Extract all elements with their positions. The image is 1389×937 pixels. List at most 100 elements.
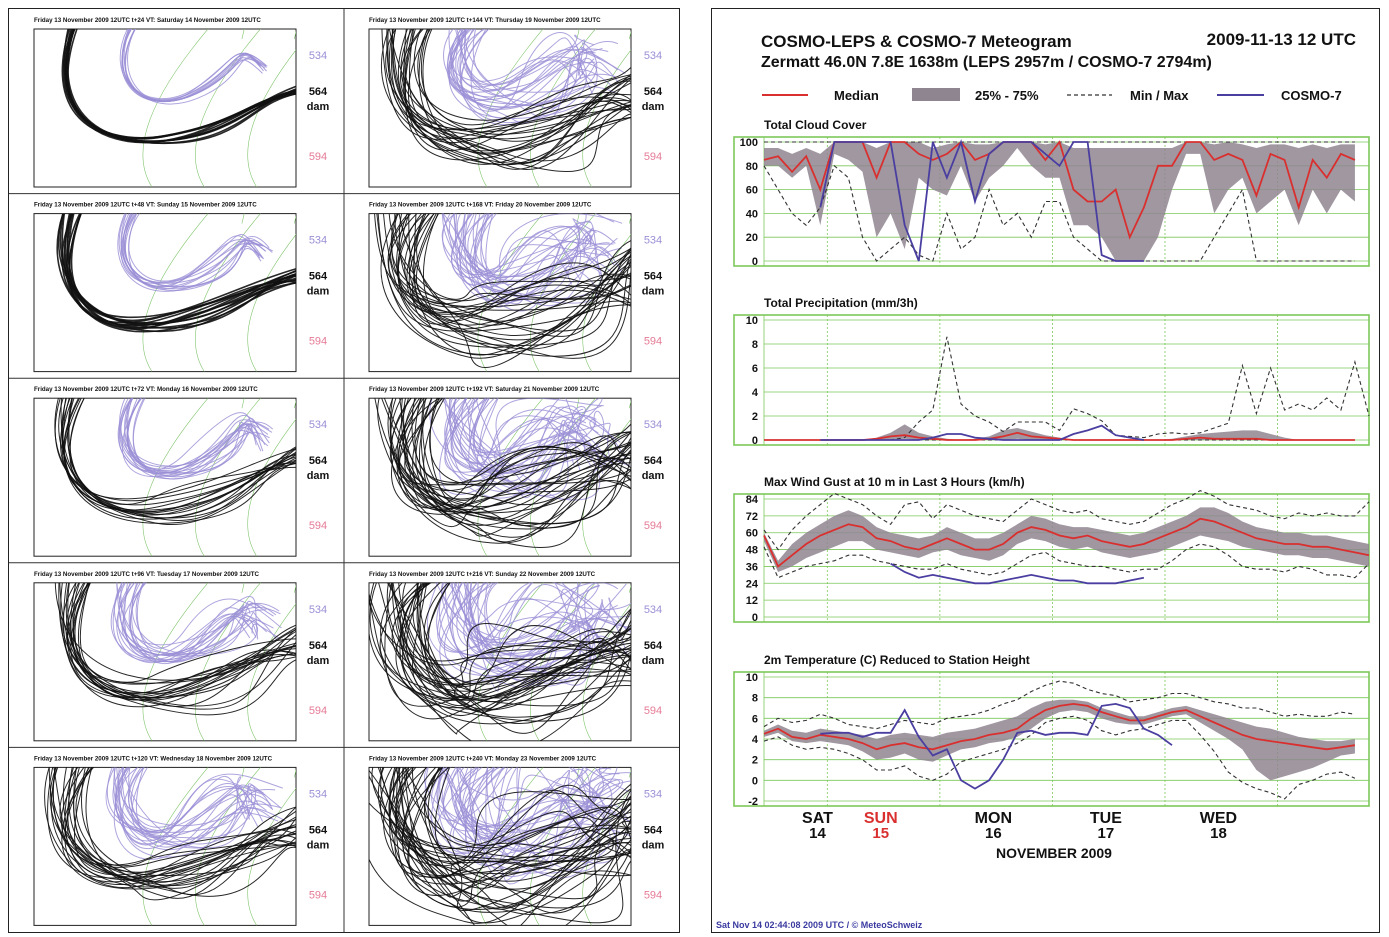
contour-534 (116, 767, 247, 834)
contour-534 (474, 213, 596, 281)
contour-564 (404, 213, 631, 308)
contour-label-534: 534 (309, 788, 327, 800)
contour-564 (424, 767, 631, 849)
coastline (247, 234, 296, 372)
contour-564 (388, 213, 631, 300)
contour-534 (471, 767, 631, 838)
contour-534 (480, 213, 579, 276)
contour-564 (388, 29, 631, 152)
contour-564 (383, 213, 631, 348)
meteogram-title: COSMO-LEPS & COSMO-7 Meteogram (761, 32, 1072, 51)
legend-minmax-label: Min / Max (1130, 88, 1189, 103)
contour-unit-label: dam (642, 839, 665, 851)
contour-534 (469, 213, 622, 308)
y-tick-label: 80 (746, 161, 758, 173)
contour-564 (81, 767, 296, 896)
contour-534 (127, 398, 269, 480)
contour-534 (114, 582, 280, 656)
contour-564 (369, 775, 631, 913)
contour-564 (416, 213, 631, 305)
contour-534 (444, 398, 586, 473)
contour-564 (79, 582, 296, 684)
contour-564 (69, 582, 296, 707)
contour-534 (123, 29, 267, 105)
y-tick-label: 4 (752, 734, 759, 746)
median-line (763, 702, 1356, 751)
contour-label-564: 564 (644, 640, 663, 652)
contour-534 (458, 767, 631, 877)
contour-564 (369, 594, 631, 720)
contour-534 (435, 582, 631, 682)
contour-534 (126, 398, 273, 473)
contour-564 (396, 767, 631, 926)
spaghetti-panel-1: Friday 13 November 2009 12UTC t+24 VT: S… (33, 17, 330, 188)
contour-534 (461, 29, 596, 112)
contour-unit-label: dam (307, 839, 330, 851)
contour-564 (59, 582, 296, 707)
contour-564 (434, 767, 631, 867)
contour-564 (380, 767, 631, 867)
y-tick-label: 48 (746, 545, 758, 557)
contour-564 (398, 213, 631, 326)
y-tick-label: 0 (752, 775, 758, 787)
contour-534 (123, 213, 260, 288)
contour-564 (399, 582, 631, 725)
contour-564 (56, 213, 296, 330)
contour-564 (390, 398, 631, 511)
contour-564 (53, 767, 296, 886)
coastline (477, 767, 580, 926)
contour-564 (369, 815, 631, 924)
contour-564 (73, 767, 296, 877)
contour-label-564: 564 (644, 824, 663, 836)
contour-534 (460, 29, 594, 86)
spaghetti-plot-grid: Friday 13 November 2009 12UTC t+24 VT: S… (8, 8, 680, 933)
day-label-mon: MON (975, 810, 1012, 827)
panel-header: Friday 13 November 2009 12UTC t+240 VT: … (369, 755, 597, 762)
spaghetti-panel-4: Friday 13 November 2009 12UTC t+168 VT: … (368, 202, 665, 373)
contour-label-534: 534 (644, 235, 662, 247)
contour-534 (459, 767, 590, 837)
contour-564 (392, 29, 631, 152)
contour-label-534: 534 (309, 50, 327, 62)
day-number-sun: 15 (872, 825, 889, 842)
contour-564 (408, 213, 631, 341)
legend: Median 25% - 75% Min / Max COSMO-7 (762, 88, 1342, 103)
coastline (582, 787, 631, 926)
cosmo7-line (820, 702, 1173, 790)
chart-3: Max Wind Gust at 10 m in Last 3 Hours (k… (733, 475, 1370, 624)
contour-534 (492, 767, 586, 812)
contour-534 (115, 767, 284, 842)
contour-564 (429, 398, 631, 486)
contour-534 (472, 29, 619, 93)
contour-564 (61, 29, 296, 140)
contour-564 (397, 213, 631, 346)
contour-564 (408, 767, 631, 910)
contour-534 (463, 582, 576, 656)
spaghetti-panel-8: Friday 13 November 2009 12UTC t+216 VT: … (368, 571, 665, 742)
contour-label-564: 564 (644, 455, 663, 467)
contour-534 (477, 582, 631, 655)
contour-564 (70, 582, 296, 699)
contour-534 (463, 582, 595, 635)
contour-534 (491, 767, 569, 871)
contour-534 (132, 398, 261, 477)
contour-534 (458, 582, 621, 662)
y-tick-label: 60 (746, 528, 758, 540)
contour-label-534: 534 (644, 50, 662, 62)
panel-header: Friday 13 November 2009 12UTC t+192 VT: … (369, 386, 600, 393)
day-label-sat: SAT (802, 810, 833, 827)
contour-564 (371, 767, 631, 926)
contour-564 (417, 582, 631, 688)
contour-534 (479, 398, 604, 470)
contour-534 (447, 29, 597, 102)
map-content (56, 213, 296, 372)
contour-564 (416, 582, 631, 698)
y-tick-label: 2 (752, 411, 758, 423)
coastline (247, 49, 296, 187)
contour-534 (474, 213, 610, 302)
max-line (764, 336, 1370, 441)
chart-title: Total Cloud Cover (764, 118, 867, 132)
contour-564 (419, 398, 631, 537)
contour-534 (454, 213, 608, 293)
